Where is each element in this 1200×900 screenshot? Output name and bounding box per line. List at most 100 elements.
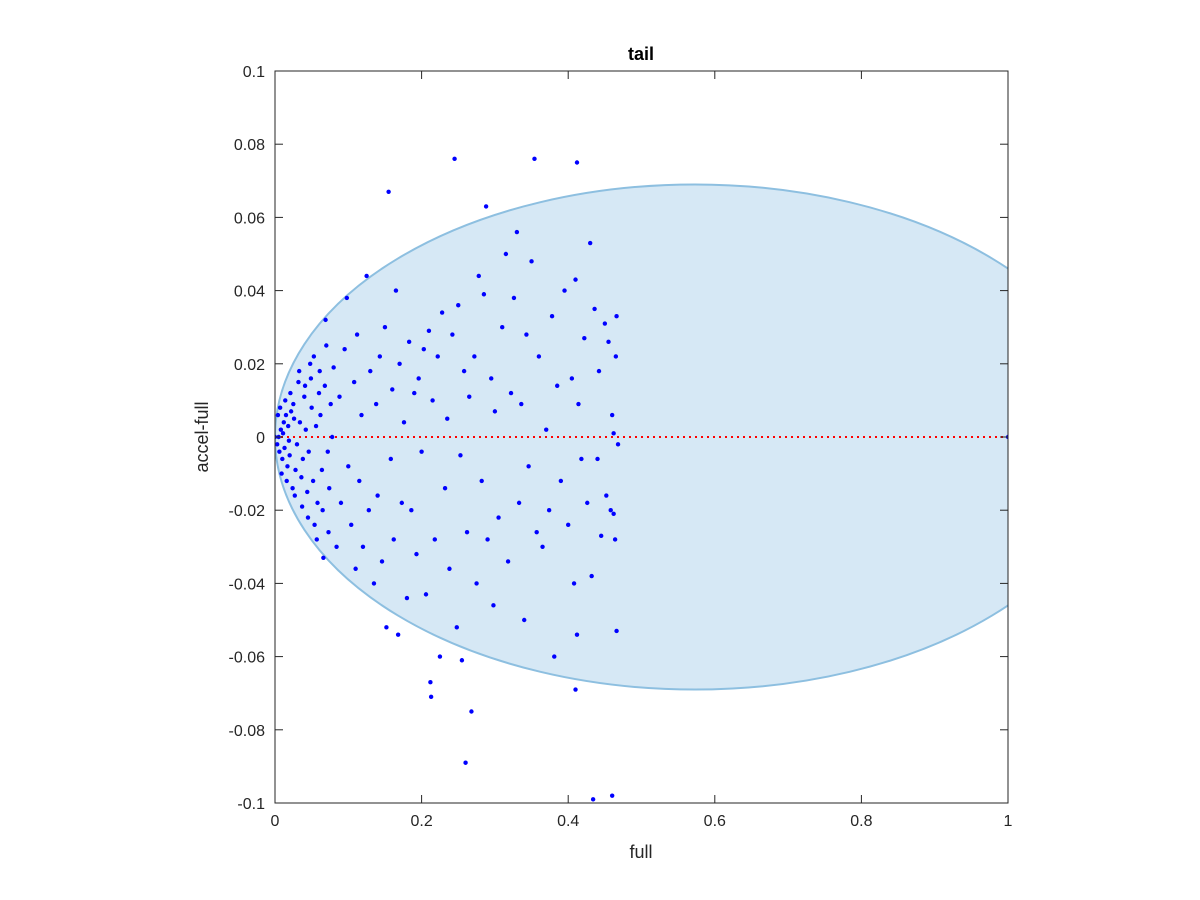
data-point <box>529 259 534 264</box>
data-point <box>526 464 531 469</box>
data-point <box>275 412 281 418</box>
data-point <box>302 394 307 399</box>
x-axis: 0 0.2 0.4 0.6 0.8 1 <box>271 71 1013 830</box>
data-point <box>524 332 529 337</box>
x-tick-label: 1 <box>1004 813 1013 830</box>
data-point <box>608 508 613 513</box>
data-point <box>503 251 509 257</box>
data-point <box>428 680 433 685</box>
data-point <box>384 625 389 630</box>
data-point <box>279 471 284 476</box>
y-tick-label: 0.06 <box>234 210 265 227</box>
data-point <box>416 376 421 381</box>
y-axis: -0.1 -0.08 -0.06 -0.04 -0.02 0 0.02 0.04 0.06 0.0… <box>229 64 1008 813</box>
data-point <box>346 464 351 469</box>
data-point <box>585 500 590 506</box>
data-point <box>294 442 300 447</box>
data-point <box>536 354 542 359</box>
data-point <box>391 537 396 542</box>
data-point <box>549 314 555 319</box>
data-point <box>311 354 317 359</box>
data-point <box>292 493 297 498</box>
data-point <box>322 383 328 388</box>
data-point <box>349 522 354 528</box>
data-point <box>315 500 320 506</box>
data-point <box>613 354 619 359</box>
data-point <box>589 573 594 579</box>
data-point <box>321 555 326 560</box>
data-point <box>342 346 347 352</box>
data-point <box>337 394 342 399</box>
x-tick-label: 0.6 <box>704 813 726 830</box>
data-point <box>454 625 459 630</box>
data-point <box>284 478 289 484</box>
data-point <box>306 449 311 454</box>
data-point <box>558 478 564 484</box>
data-point <box>290 486 295 491</box>
data-point <box>296 379 301 385</box>
data-point <box>546 508 552 513</box>
data-point <box>428 694 434 700</box>
data-point <box>395 632 401 637</box>
data-point <box>522 617 527 623</box>
data-point <box>612 537 618 542</box>
data-point <box>516 500 522 506</box>
data-point <box>313 423 319 429</box>
data-point <box>331 365 336 370</box>
y-tick-label: -0.06 <box>229 650 266 667</box>
y-tick-label: -0.1 <box>237 796 265 813</box>
data-point <box>579 456 584 462</box>
data-point <box>283 398 288 403</box>
data-point <box>459 658 465 663</box>
data-point <box>412 390 417 396</box>
data-point <box>602 321 608 326</box>
data-point <box>296 368 302 374</box>
data-point <box>291 416 297 421</box>
data-point <box>421 346 426 352</box>
data-point <box>614 628 619 634</box>
data-point <box>280 456 285 462</box>
data-point <box>357 478 362 484</box>
data-point <box>368 368 373 374</box>
x-tick-label: 0.8 <box>850 813 872 830</box>
data-point <box>325 449 330 454</box>
data-point <box>496 515 501 520</box>
data-point <box>277 449 282 454</box>
data-point <box>379 559 385 564</box>
data-point <box>596 368 602 374</box>
data-point <box>397 361 402 366</box>
data-point <box>435 354 440 359</box>
data-point <box>481 292 487 297</box>
data-point <box>511 295 517 301</box>
data-point <box>328 401 333 407</box>
data-point <box>326 529 331 535</box>
data-point <box>508 390 514 396</box>
y-tick-label: 0 <box>256 430 265 447</box>
data-point <box>280 431 286 436</box>
data-point <box>474 581 479 586</box>
data-point <box>308 376 314 381</box>
points-layer <box>275 156 1008 802</box>
data-point <box>316 390 322 396</box>
data-point <box>305 515 311 520</box>
data-point <box>338 500 344 506</box>
data-point <box>302 383 308 388</box>
data-point <box>576 401 581 407</box>
data-point <box>373 401 379 407</box>
data-point <box>461 368 467 374</box>
data-point <box>426 328 432 334</box>
data-point <box>485 537 490 542</box>
data-point <box>293 467 298 473</box>
data-point <box>609 793 615 798</box>
data-point <box>595 456 600 462</box>
data-point <box>404 595 410 601</box>
data-point <box>469 709 474 714</box>
data-point <box>437 654 443 659</box>
data-point <box>299 504 305 509</box>
data-point <box>519 401 524 407</box>
data-point <box>573 277 578 282</box>
data-point <box>500 325 505 330</box>
data-point <box>275 442 280 447</box>
data-point <box>574 160 580 165</box>
data-point <box>555 383 560 388</box>
